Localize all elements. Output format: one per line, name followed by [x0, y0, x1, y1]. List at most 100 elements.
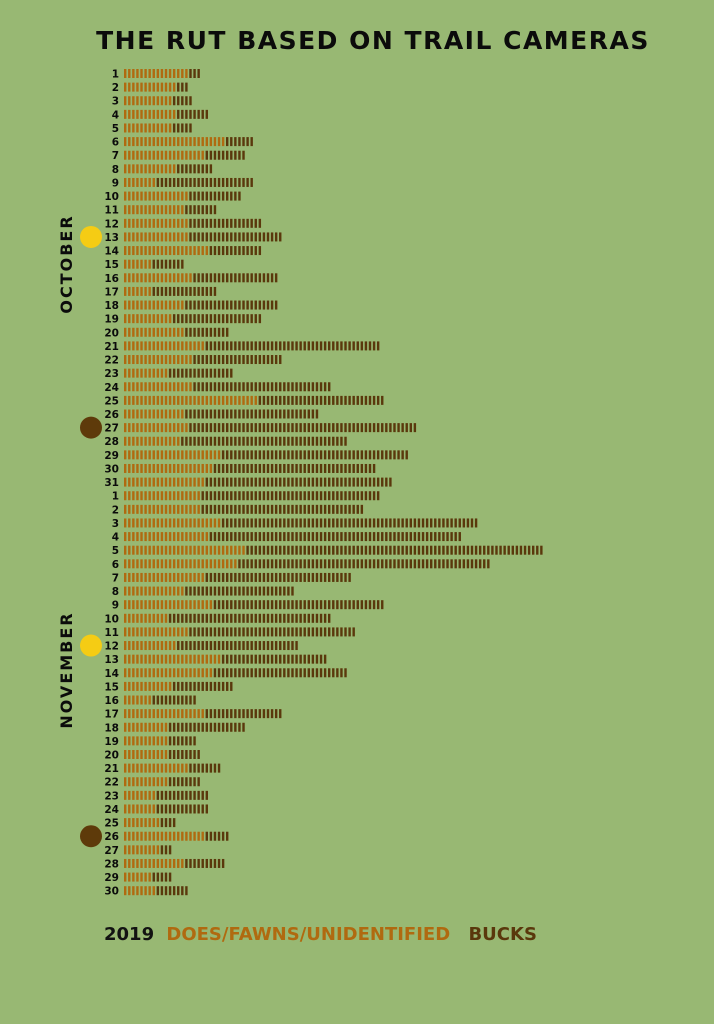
bar-bucks-48: [205, 709, 282, 719]
bar-bucks-20: [185, 327, 229, 337]
bar-does-49: [124, 722, 168, 732]
day-label: 19: [104, 736, 119, 748]
bar-does-51: [124, 750, 168, 759]
day-label: 5: [112, 123, 119, 135]
bar-bucks-43: [177, 641, 298, 651]
day-label: 13: [104, 654, 119, 666]
day-label: 6: [112, 559, 119, 571]
bar-bucks-58: [160, 845, 172, 855]
day-label: 24: [104, 382, 119, 394]
day-label: 7: [112, 150, 119, 162]
bar-does-41: [124, 613, 168, 623]
bar-bucks-6: [226, 137, 253, 147]
bar-does-6: [124, 137, 225, 147]
bar-does-5: [124, 123, 172, 133]
bar-does-42: [124, 627, 188, 637]
bar-does-16: [124, 273, 192, 283]
bar-bucks-29: [221, 450, 408, 460]
bar-does-24: [124, 382, 192, 392]
day-label: 1: [112, 69, 119, 81]
day-label: 12: [104, 641, 119, 653]
day-label: 22: [104, 355, 119, 367]
legend-does-fawns: DOES/FAWNS/UNIDENTIFIED: [166, 924, 451, 945]
day-label: 28: [104, 858, 119, 870]
bar-does-30: [124, 463, 213, 473]
day-label: 2: [112, 504, 119, 516]
bar-bucks-55: [156, 804, 208, 814]
day-label: 17: [104, 286, 119, 298]
bar-does-45: [124, 668, 213, 678]
bar-bucks-33: [201, 504, 364, 514]
bar-bucks-13: [189, 232, 282, 242]
bar-bucks-41: [168, 613, 331, 623]
bar-does-44: [124, 654, 221, 664]
bar-does-34: [124, 518, 221, 528]
bar-does-61: [124, 886, 155, 896]
bar-does-59: [124, 858, 184, 868]
bar-bucks-57: [205, 831, 229, 841]
day-label: 16: [104, 273, 119, 285]
day-label: 29: [104, 450, 119, 462]
bar-does-40: [124, 600, 213, 610]
bar-does-1: [124, 69, 188, 78]
day-label: 31: [104, 477, 119, 489]
bar-does-7: [124, 150, 204, 160]
bar-bucks-25: [258, 395, 384, 405]
day-label: 19: [104, 314, 119, 326]
day-label: 21: [104, 763, 119, 775]
bar-does-55: [124, 804, 155, 814]
bar-does-25: [124, 395, 257, 405]
bar-bucks-50: [168, 736, 196, 746]
bar-does-2: [124, 82, 176, 92]
bar-does-32: [124, 491, 200, 501]
bar-bucks-60: [152, 872, 172, 882]
day-label: 2: [112, 82, 119, 94]
chart-title: THE RUT BASED ON TRAIL CAMERAS: [96, 26, 650, 55]
bar-does-15: [124, 259, 151, 269]
day-label: 22: [104, 777, 119, 789]
day-label: 11: [104, 627, 119, 639]
bar-bucks-15: [152, 259, 184, 269]
day-label: 9: [112, 177, 119, 189]
bar-does-11: [124, 205, 184, 215]
bar-bucks-7: [205, 150, 245, 160]
day-label: 23: [104, 790, 119, 802]
bar-bucks-23: [168, 368, 233, 378]
full-moon-marker: [80, 225, 102, 248]
day-label: 21: [104, 341, 119, 353]
day-label: 17: [104, 709, 119, 721]
bar-does-14: [124, 246, 208, 256]
day-label: 8: [112, 164, 119, 176]
bar-does-37: [124, 559, 237, 569]
bar-does-31: [124, 477, 204, 487]
day-label: 9: [112, 600, 119, 612]
bar-bucks-61: [156, 886, 188, 896]
bar-bucks-46: [172, 681, 233, 691]
day-label: 14: [104, 668, 119, 680]
day-label: 24: [104, 804, 119, 816]
bar-does-54: [124, 790, 155, 800]
bar-does-58: [124, 845, 160, 855]
bar-does-21: [124, 341, 204, 351]
day-label: 23: [104, 368, 119, 380]
bar-bucks-38: [205, 572, 351, 582]
bar-does-29: [124, 450, 221, 460]
day-label: 7: [112, 572, 119, 584]
bar-does-50: [124, 736, 168, 746]
bar-bucks-11: [185, 205, 217, 215]
day-label: 27: [104, 423, 119, 435]
bar-bucks-26: [185, 409, 319, 419]
day-label: 13: [104, 232, 119, 244]
bar-bucks-24: [193, 382, 331, 392]
bar-does-47: [124, 695, 151, 705]
bar-does-35: [124, 532, 208, 542]
bar-bucks-3: [172, 96, 192, 106]
day-label: 20: [104, 327, 119, 339]
bar-bucks-28: [181, 436, 347, 446]
bar-bucks-34: [221, 518, 478, 528]
bar-does-26: [124, 409, 184, 419]
bar-bucks-30: [213, 463, 376, 473]
bar-bucks-36: [246, 545, 543, 555]
